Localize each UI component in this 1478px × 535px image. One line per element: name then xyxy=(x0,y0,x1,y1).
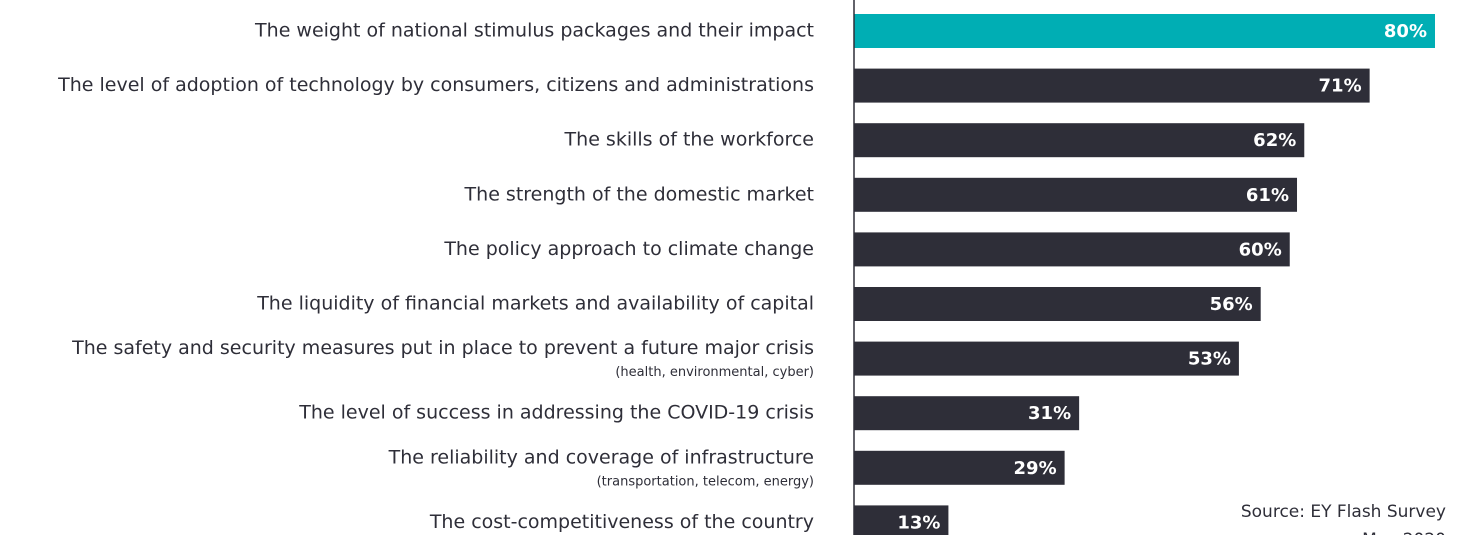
value-label: 61% xyxy=(1246,185,1289,206)
category-label: The liquidity of financial markets and a… xyxy=(256,293,814,315)
category-label: The strength of the domestic market xyxy=(464,183,814,205)
category-label: The safety and security measures put in … xyxy=(71,337,814,359)
value-label: 71% xyxy=(1319,76,1362,97)
source: May 2020 xyxy=(1362,530,1446,535)
bar xyxy=(854,177,1298,212)
value-label: 80% xyxy=(1384,21,1427,42)
value-label: 62% xyxy=(1253,130,1296,151)
value-label: 53% xyxy=(1188,349,1231,370)
bar xyxy=(854,450,1065,485)
value-label: 56% xyxy=(1210,294,1253,315)
bar xyxy=(854,505,949,535)
source: Source: EY Flash Survey xyxy=(1241,502,1446,522)
bar xyxy=(854,123,1305,158)
category-label: The policy approach to climate change xyxy=(443,238,814,260)
category-label: The level of adoption of technology by c… xyxy=(57,74,814,96)
value-label: 31% xyxy=(1028,403,1071,424)
bar xyxy=(854,396,1080,431)
value-label: 60% xyxy=(1239,239,1282,260)
bar xyxy=(854,287,1261,321)
value-label: 13% xyxy=(897,512,940,533)
category-label: The cost-competitiveness of the country xyxy=(429,511,814,533)
bar xyxy=(854,341,1239,376)
bar xyxy=(854,14,1435,48)
category-note: (health, environmental, cyber) xyxy=(615,365,814,380)
category-label: The level of success in addressing the C… xyxy=(298,402,814,424)
category-note: (transportation, telecom, energy) xyxy=(597,474,814,489)
category-label: The weight of national stimulus packages… xyxy=(254,20,814,42)
category-label: The reliability and coverage of infrastr… xyxy=(388,446,814,468)
bar xyxy=(854,232,1290,267)
bar xyxy=(854,68,1370,103)
category-label: The skills of the workforce xyxy=(564,129,814,151)
value-label: 29% xyxy=(1014,458,1057,479)
